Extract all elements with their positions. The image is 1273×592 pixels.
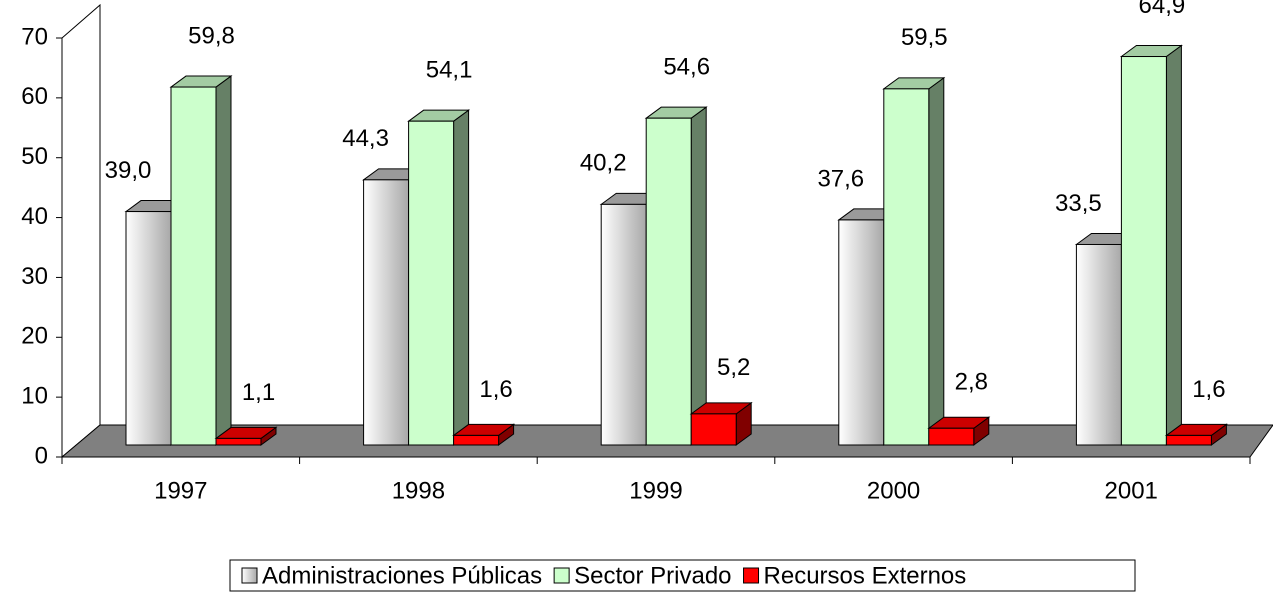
bar-side bbox=[690, 106, 707, 446]
x-tick-label: 1998 bbox=[392, 477, 445, 504]
y-tick-label: 60 bbox=[21, 83, 48, 110]
side-wall bbox=[61, 3, 101, 459]
value-label: 5,2 bbox=[717, 354, 750, 381]
value-label: 1,6 bbox=[479, 376, 512, 403]
bar bbox=[408, 120, 455, 446]
y-tick-label: 30 bbox=[21, 263, 48, 290]
y-tick-label: 0 bbox=[35, 442, 48, 469]
value-label: 54,6 bbox=[663, 54, 710, 81]
value-label: 64,9 bbox=[1139, 0, 1186, 19]
bar bbox=[600, 203, 647, 446]
bar bbox=[215, 437, 262, 446]
y-tick-label: 50 bbox=[21, 143, 48, 170]
legend-swatch bbox=[553, 567, 570, 584]
bar bbox=[1075, 243, 1122, 446]
bar-side bbox=[453, 109, 470, 446]
value-label: 39,0 bbox=[105, 157, 152, 184]
bar bbox=[453, 434, 500, 446]
bar bbox=[363, 179, 410, 446]
x-tick-label: 2000 bbox=[867, 477, 920, 504]
legend-box bbox=[229, 559, 1136, 592]
bar bbox=[170, 86, 217, 446]
bar-side bbox=[928, 76, 945, 446]
legend-swatch bbox=[241, 567, 258, 584]
y-tick-label: 10 bbox=[21, 382, 48, 409]
bar bbox=[1120, 56, 1167, 446]
bar bbox=[928, 427, 975, 446]
legend-label: Sector Privado bbox=[574, 562, 731, 589]
legend-label: Recursos Externos bbox=[764, 562, 967, 589]
x-tick-label: 1999 bbox=[629, 477, 682, 504]
value-label: 33,5 bbox=[1055, 190, 1102, 217]
bar bbox=[1165, 434, 1212, 446]
x-tick-label: 1997 bbox=[154, 477, 207, 504]
x-tick-label: 2001 bbox=[1105, 477, 1158, 504]
value-label: 37,6 bbox=[817, 165, 864, 192]
legend-swatch bbox=[743, 567, 760, 584]
bar bbox=[838, 219, 885, 446]
bar bbox=[125, 211, 172, 446]
y-tick-label: 40 bbox=[21, 203, 48, 230]
value-label: 2,8 bbox=[955, 369, 988, 396]
value-label: 54,1 bbox=[426, 57, 473, 84]
legend-label: Administraciones Públicas bbox=[262, 562, 542, 589]
value-label: 1,1 bbox=[242, 379, 275, 406]
value-label: 59,8 bbox=[188, 22, 235, 49]
value-label: 40,2 bbox=[580, 150, 627, 177]
y-tick-label: 70 bbox=[21, 23, 48, 50]
bar bbox=[883, 88, 930, 446]
value-label: 59,5 bbox=[901, 24, 948, 51]
bar bbox=[690, 413, 737, 446]
value-label: 44,3 bbox=[342, 125, 389, 152]
value-label: 1,6 bbox=[1192, 376, 1225, 403]
bar-side bbox=[215, 75, 232, 446]
y-tick-label: 20 bbox=[21, 323, 48, 350]
bar-side bbox=[1165, 44, 1182, 446]
bar bbox=[645, 117, 692, 446]
